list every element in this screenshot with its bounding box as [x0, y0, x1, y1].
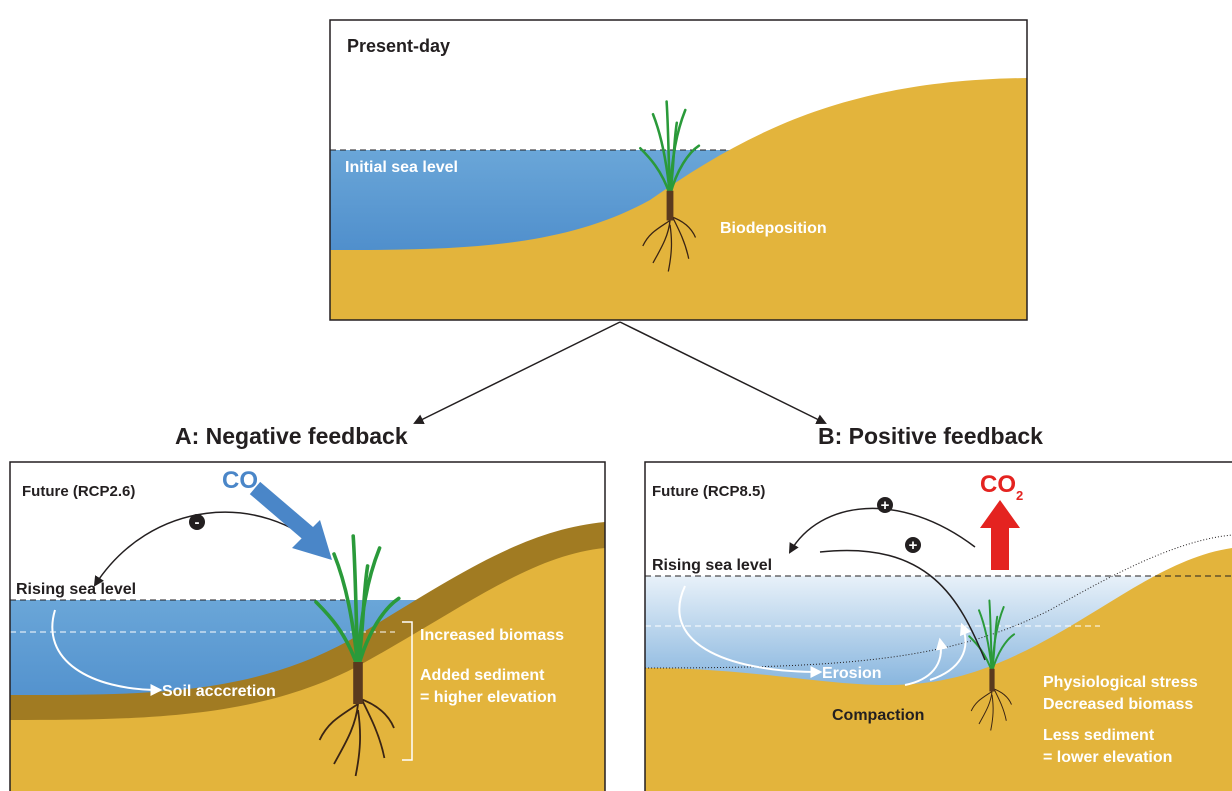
frame-a — [9, 461, 606, 791]
branch-title: B: Positive feedback — [818, 423, 1043, 449]
feedback-sign: + — [909, 537, 918, 554]
effect-label: Physiological stress — [1043, 674, 1198, 691]
effect-label: Increased biomass — [420, 627, 564, 644]
co2-sub: 2 — [258, 484, 265, 499]
panel-title: Future (RCP2.6) — [22, 483, 135, 500]
co2-arrow-head — [292, 520, 332, 560]
co2: CO — [980, 471, 1016, 498]
process-arrow — [51, 609, 163, 696]
panel-title: Present-day — [347, 36, 450, 56]
feedback-arrow — [819, 549, 986, 661]
soil-label: Biodeposition — [720, 220, 827, 237]
co2-label: CO2 — [980, 471, 1023, 503]
bracket — [402, 621, 413, 761]
branch-arrow — [619, 321, 827, 424]
feedback-arrow — [788, 507, 976, 554]
process-arrow — [929, 622, 972, 681]
branch-title: A: Negative feedback — [175, 423, 408, 449]
panel-title: Future (RCP8.5) — [652, 483, 765, 500]
sea-label: Rising sea level — [16, 581, 136, 598]
effect-label: = higher elevation — [420, 689, 556, 706]
sign-badge — [905, 537, 921, 553]
sea-label: Initial sea level — [345, 159, 458, 176]
present-scene — [330, 78, 1027, 320]
process-label: Erosion — [822, 665, 882, 682]
feedback-sign: - — [195, 514, 200, 531]
effect-label: Less sediment — [1043, 727, 1155, 744]
scene-b — [645, 534, 1232, 791]
feedback-sign: + — [881, 497, 890, 514]
sign-badge — [877, 497, 893, 513]
co2-arrow-head — [980, 500, 1020, 528]
scene-a — [10, 522, 605, 791]
co2-arrow — [991, 525, 1009, 570]
present-frame — [329, 19, 1028, 321]
branch-arrow — [413, 321, 621, 424]
effect-label: Decreased biomass — [1043, 696, 1193, 713]
co2-arrow — [249, 481, 316, 542]
sea-label: Rising sea level — [652, 557, 772, 574]
co2-sub: 2 — [1016, 488, 1023, 503]
process-arrow — [678, 585, 823, 678]
process-arrow — [904, 637, 948, 686]
effect-label: Added sediment — [420, 667, 545, 684]
co2-label: CO2 — [222, 467, 265, 499]
process-label: Compaction — [832, 707, 924, 724]
sign-badge — [189, 514, 205, 530]
co2: CO — [222, 467, 258, 494]
process-label: Soil acccretion — [162, 683, 276, 700]
effect-label: = lower elevation — [1043, 749, 1172, 766]
frame-b — [644, 461, 1232, 791]
